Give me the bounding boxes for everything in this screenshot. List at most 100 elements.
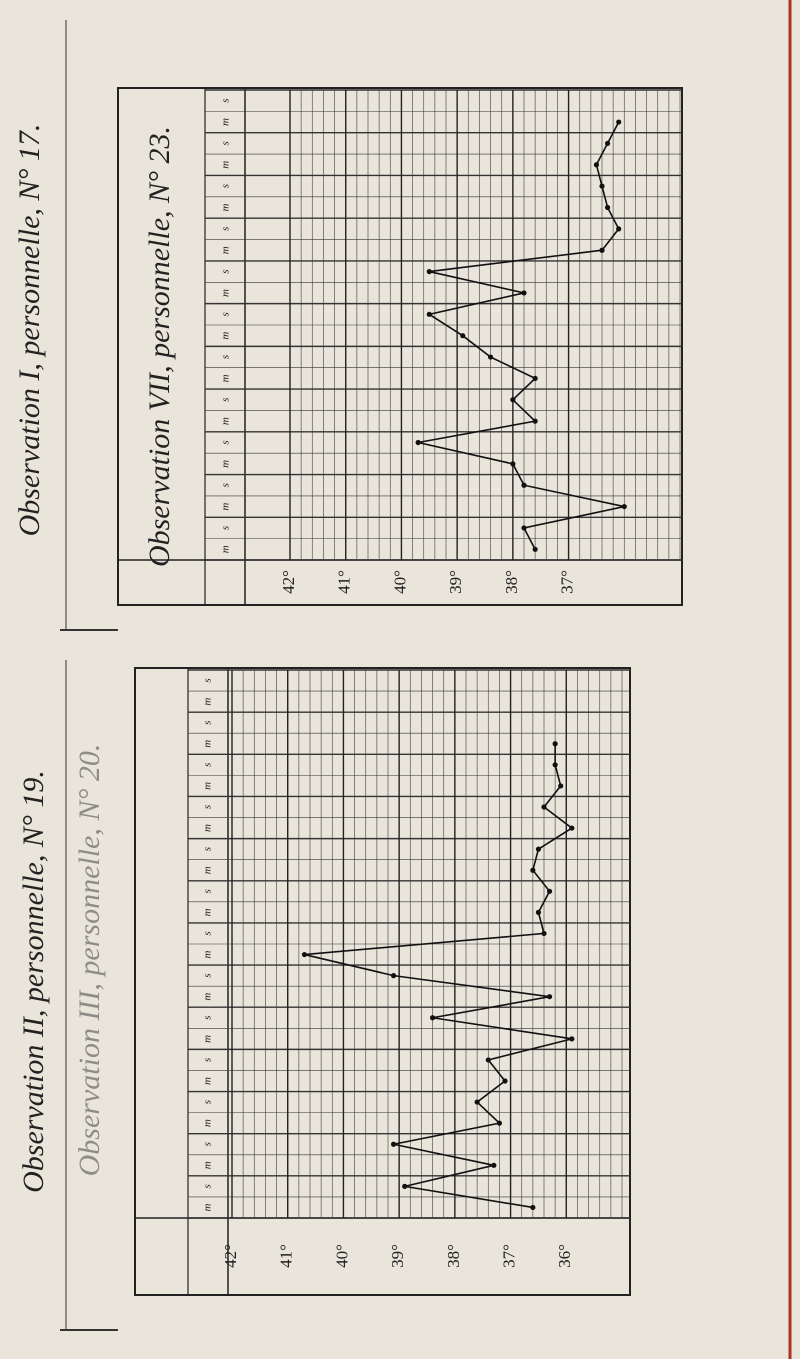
x-tick-label: s xyxy=(202,1142,214,1146)
y-tick-label: 42° xyxy=(221,1244,240,1268)
y-tick-label: 36° xyxy=(555,1244,574,1268)
temperature-point xyxy=(616,119,622,125)
y-tick-label: 40° xyxy=(332,1244,351,1268)
x-tick-label: s xyxy=(202,805,214,809)
temperature-point xyxy=(301,951,308,958)
x-tick-label: m xyxy=(220,289,232,297)
chart-title: Observation II, personnelle, N° 19. xyxy=(17,770,50,1193)
y-tick-label: 38° xyxy=(444,1244,463,1268)
temperature-point xyxy=(415,439,421,446)
temperature-point xyxy=(541,804,547,810)
header-title: Observation I, personnelle, N° 17. xyxy=(13,124,46,537)
x-tick-label: s xyxy=(220,99,232,103)
x-tick-label: m xyxy=(220,203,232,211)
temperature-point xyxy=(604,140,611,147)
y-tick-label: 41° xyxy=(277,1244,296,1268)
x-tick-label: s xyxy=(220,184,232,188)
x-tick-label: m xyxy=(202,1161,214,1169)
x-tick-label: s xyxy=(202,1016,214,1020)
temperature-point xyxy=(426,268,432,275)
x-tick-label: m xyxy=(202,698,214,706)
temperature-point xyxy=(460,333,466,339)
x-tick-label: m xyxy=(202,1119,214,1127)
x-tick-label: s xyxy=(202,847,214,851)
x-tick-label: m xyxy=(202,908,214,916)
x-tick-label: m xyxy=(220,246,232,254)
x-tick-label: m xyxy=(220,503,232,511)
temperature-point xyxy=(541,930,547,937)
x-tick-label: s xyxy=(220,440,232,444)
temperature-point xyxy=(530,1204,536,1211)
y-tick-label: 37° xyxy=(557,570,576,594)
temperature-point xyxy=(621,503,627,510)
x-tick-label: m xyxy=(220,161,232,169)
x-tick-label: s xyxy=(220,483,232,487)
x-tick-label: m xyxy=(202,951,214,959)
temperature-point xyxy=(532,418,538,424)
x-tick-label: s xyxy=(202,763,214,767)
chart-frame xyxy=(134,667,631,1296)
temperature-point xyxy=(521,525,527,531)
x-tick-label: s xyxy=(202,931,214,935)
x-tick-label: s xyxy=(220,312,232,316)
x-tick-label: m xyxy=(202,866,214,874)
y-tick-label: 41° xyxy=(335,570,354,594)
temperature-point xyxy=(510,461,516,467)
temperature-point xyxy=(593,162,600,168)
temperature-point xyxy=(552,741,558,747)
x-tick-label: m xyxy=(202,1077,214,1085)
x-tick-label: s xyxy=(220,526,232,530)
x-tick-label: s xyxy=(202,889,214,893)
header-title: Observation III, personnelle, N° 20. xyxy=(73,744,106,1177)
x-tick-label: s xyxy=(202,1184,214,1188)
x-tick-label: m xyxy=(202,740,214,748)
temperature-point xyxy=(546,994,553,1000)
temperature-point xyxy=(616,226,622,232)
chart-title: Observation VII, personnelle, N° 23. xyxy=(143,126,176,567)
temperature-point xyxy=(535,846,542,852)
temperature-point xyxy=(474,1099,480,1105)
x-tick-label: s xyxy=(220,227,232,231)
y-tick-label: 39° xyxy=(388,1244,407,1268)
temperature-point xyxy=(552,762,558,768)
temperature-point xyxy=(546,888,553,894)
temperature-point xyxy=(510,397,516,403)
x-tick-label: m xyxy=(202,993,214,1001)
x-tick-label: m xyxy=(202,1203,214,1211)
x-tick-label: s xyxy=(202,721,214,725)
temperature-point xyxy=(429,1015,436,1021)
temperature-point xyxy=(502,1078,508,1084)
temperature-point xyxy=(491,1162,497,1168)
x-tick-label: m xyxy=(220,374,232,382)
x-tick-label: s xyxy=(220,269,232,273)
y-tick-label: 39° xyxy=(446,570,465,594)
temperature-point xyxy=(521,290,527,296)
x-tick-label: s xyxy=(202,1058,214,1062)
temperature-point xyxy=(530,867,536,873)
temperature-point xyxy=(487,354,494,360)
x-tick-label: m xyxy=(220,460,232,468)
x-tick-label: m xyxy=(202,824,214,832)
x-tick-label: m xyxy=(220,417,232,425)
x-tick-label: s xyxy=(220,355,232,359)
temperature-point xyxy=(402,1183,408,1189)
x-tick-label: m xyxy=(220,332,232,340)
x-tick-label: m xyxy=(202,782,214,790)
x-tick-label: s xyxy=(202,973,214,977)
x-tick-label: m xyxy=(220,118,232,126)
x-tick-label: s xyxy=(202,1100,214,1104)
temperature-point xyxy=(599,183,605,189)
temperature-point xyxy=(390,973,397,979)
y-tick-label: 40° xyxy=(390,570,409,594)
x-tick-label: s xyxy=(202,678,214,682)
y-tick-label: 38° xyxy=(502,570,521,594)
temperature-point xyxy=(569,825,575,831)
y-tick-label: 37° xyxy=(499,1244,518,1268)
x-tick-label: m xyxy=(220,545,232,553)
temperature-point xyxy=(604,204,611,211)
x-tick-label: s xyxy=(220,141,232,145)
temperature-point xyxy=(426,311,432,317)
x-tick-label: m xyxy=(202,1035,214,1043)
